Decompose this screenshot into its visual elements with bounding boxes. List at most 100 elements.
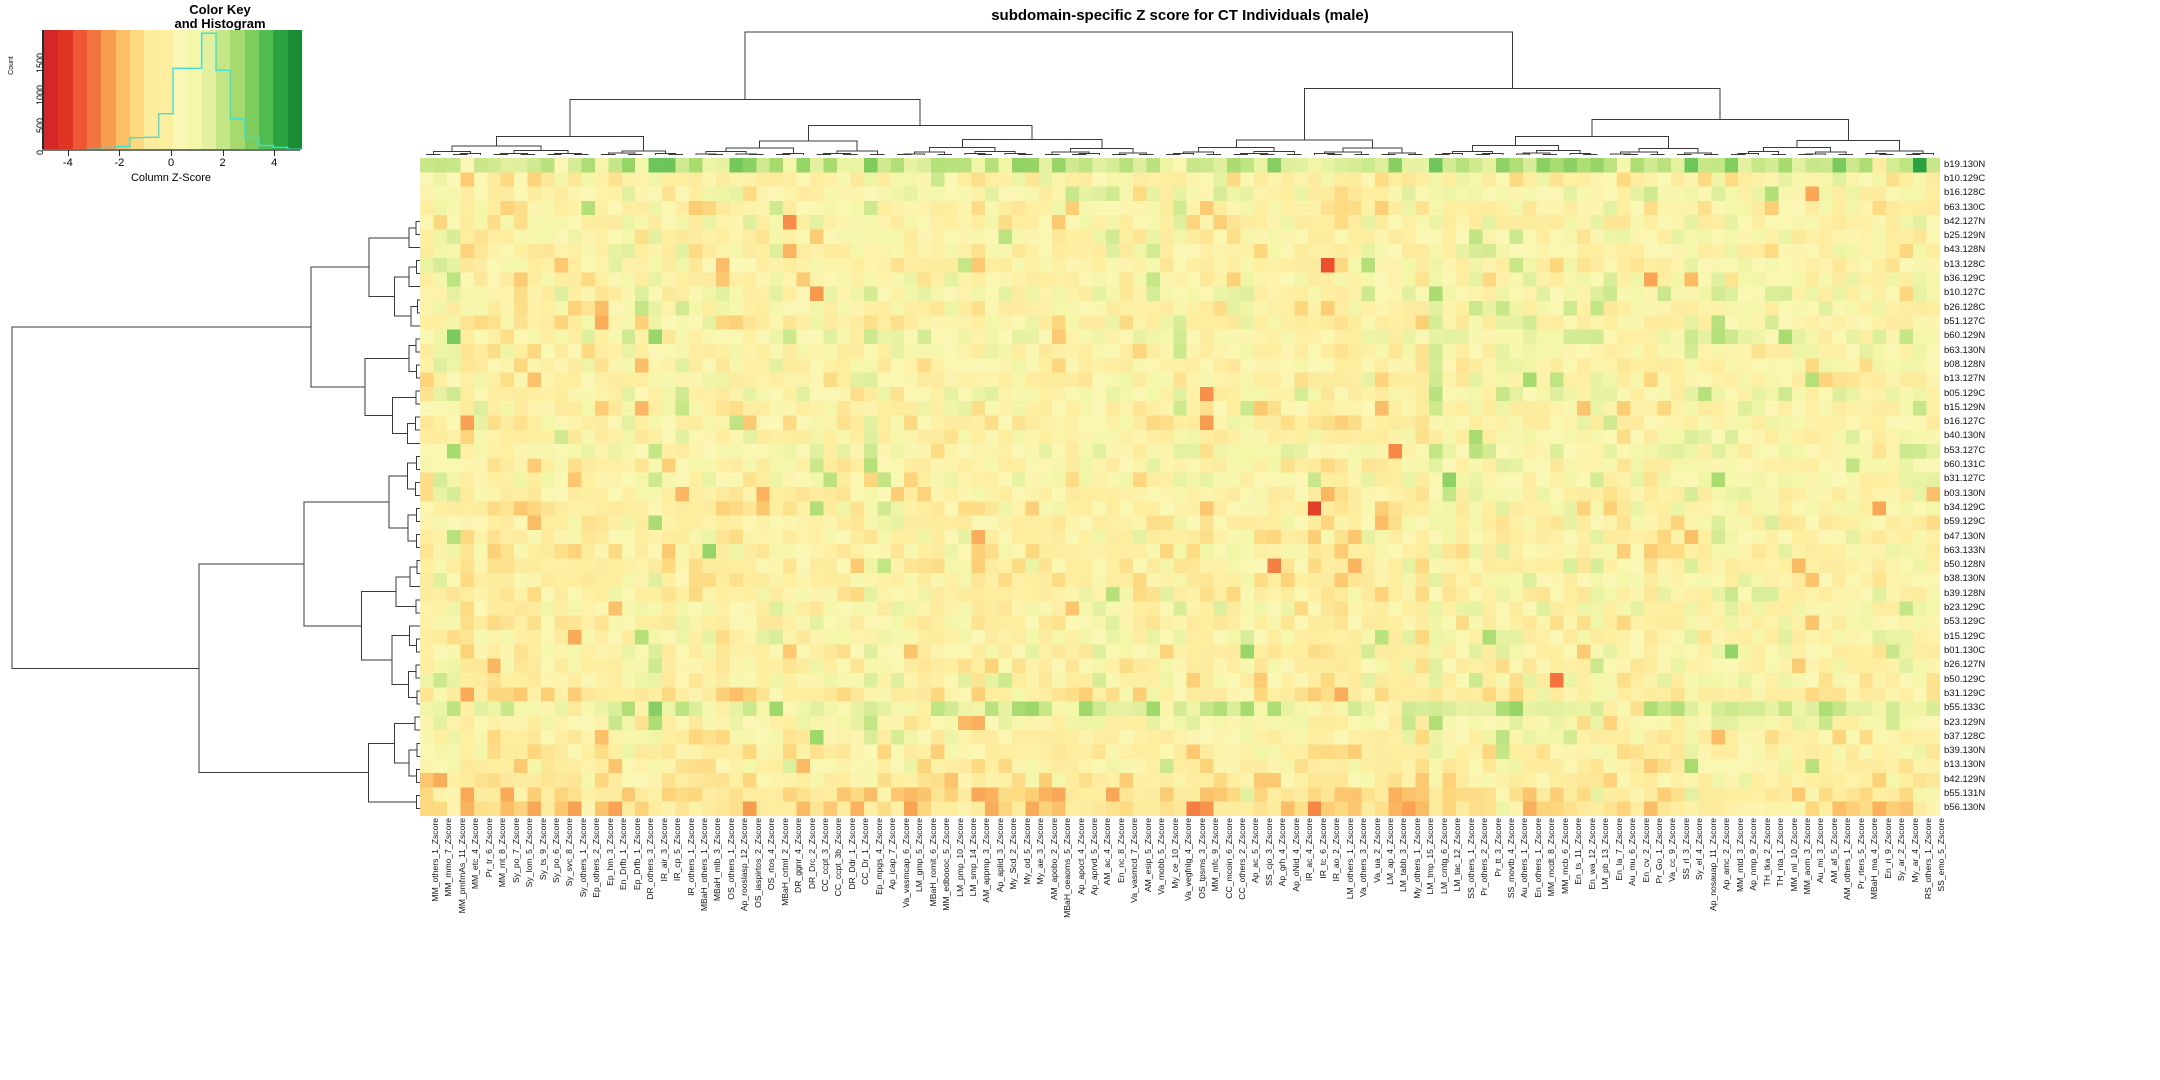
- row-label-axis: b19.130N b10.129C b16.128C b63.130C b42.127N…: [1944, 158, 2154, 816]
- column-label: MM_mfc_9_Zscore: [1210, 818, 1221, 892]
- column-label: En_cv_2_Zscore: [1640, 818, 1651, 883]
- column-label: Au_others_1_Zscore: [1519, 818, 1530, 898]
- column-label: MM_pmfmAs_11_Zscore: [456, 818, 467, 914]
- column-label: IR_cp_5_Zscore: [672, 818, 683, 882]
- row-label: b53.129C: [1944, 616, 1986, 628]
- column-label: LM_tmp_15_Zscore: [1425, 818, 1436, 895]
- column-label: Sy_others_1_Zscore: [577, 818, 588, 898]
- color-key-swatch: [158, 30, 173, 150]
- column-label: DR_Drc_2_Zscore: [806, 818, 817, 890]
- column-label: Ap_nosauap_11_Zscore: [1707, 818, 1718, 912]
- row-label: b05.129C: [1944, 387, 1986, 399]
- column-label: OS_iaspirtos_2_Zscore: [752, 818, 763, 908]
- column-label: MBaH_crtml_2_Zscore: [779, 818, 790, 906]
- column-label: Sy_po_7_Zscore: [510, 818, 521, 883]
- row-label: b63.130C: [1944, 201, 1986, 213]
- row-label: b03.130N: [1944, 487, 1986, 499]
- color-key-x-axis: -4 -2 0 2 4: [42, 150, 300, 184]
- column-label: Ap_aplid_3_Zscore: [994, 818, 1005, 893]
- column-label: Sy_el_4_Zscore: [1694, 818, 1705, 881]
- column-label: DR_others_3_Zscore: [645, 818, 656, 900]
- heatmap-canvas[interactable]: [420, 158, 1940, 816]
- column-label: AM_appmp_3_Zscore: [981, 818, 992, 903]
- column-label: Va_vasmcap_6_Zscore: [900, 818, 911, 908]
- column-label: AM_esip_5_Zscore: [1142, 818, 1153, 893]
- column-label: MM_mcb_6_Zscore: [1559, 818, 1570, 894]
- column-label: MM_mmo_7_Zscore: [443, 818, 454, 897]
- column-label: Ap_amc_2_Zscore: [1721, 818, 1732, 891]
- color-key-swatch: [273, 30, 288, 150]
- column-label: LM_pmp_10_Zscore: [954, 818, 965, 897]
- row-label: b13.127N: [1944, 373, 1986, 385]
- color-key-swatch: [58, 30, 73, 150]
- row-label: b42.127N: [1944, 215, 1986, 227]
- color-key-swatch: [144, 30, 159, 150]
- row-label: b47.130N: [1944, 530, 1986, 542]
- column-label: IR_air_3_Zscore: [658, 818, 669, 882]
- column-label: MBaH_ma_4_Zscore: [1869, 818, 1880, 900]
- column-label: LM_others_1_Zscore: [1344, 818, 1355, 900]
- column-label: SS_movtb_4_Zscore: [1506, 818, 1517, 899]
- row-label: b39.130N: [1944, 745, 1986, 757]
- color-key-swatch: [129, 30, 145, 150]
- column-label: LM_ap_4_Zscore: [1384, 818, 1395, 885]
- color-key-swatch: [287, 30, 302, 150]
- column-label: Pr_tt_3_Zscore: [1492, 818, 1503, 877]
- color-key-swatch: [244, 30, 259, 150]
- color-key-x-tick-mark: [222, 150, 224, 156]
- column-label: SS_cjo_3_Zscore: [1263, 818, 1274, 886]
- column-label: MM_edboooc_5_Zscore: [941, 818, 952, 911]
- column-label: IR_ao_2_Zscore: [1331, 818, 1342, 882]
- column-label: MM_aom_3_Zscore: [1801, 818, 1812, 895]
- color-key-x-tick-mark: [274, 150, 276, 156]
- row-label: b10.129C: [1944, 172, 1986, 184]
- column-label: MM_etc_4_Zscore: [470, 818, 481, 890]
- page-title: subdomain-specific Z score for CT Indivi…: [991, 7, 1369, 24]
- row-label: b55.133C: [1944, 702, 1986, 714]
- column-label: DR_ggnr_4_Zscore: [793, 818, 804, 893]
- row-label: b16.127C: [1944, 416, 1986, 428]
- row-label: b23.129C: [1944, 602, 1986, 614]
- column-label: IR_tc_6_Zscore: [1317, 818, 1328, 879]
- column-label: En_Drfb_1_Zscore: [618, 818, 629, 891]
- column-label: IR_others_1_Zscore: [685, 818, 696, 896]
- heatmap-grid[interactable]: [420, 158, 1940, 816]
- color-key-title-line2: and Histogram: [174, 16, 266, 31]
- column-label: Ap_nmp_9_Zscore: [1748, 818, 1759, 891]
- column-label: My_Scd_2_Zscore: [1008, 818, 1019, 890]
- column-label: IR_ac_4_Zscore: [1304, 818, 1315, 882]
- row-label: b40.130N: [1944, 430, 1986, 442]
- row-label: b10.127C: [1944, 287, 1986, 299]
- column-label: MBaH_others_1_Zscore: [698, 818, 709, 912]
- color-key-x-tick-mark: [67, 150, 69, 156]
- row-label: b36.129C: [1944, 273, 1986, 285]
- column-label: Ep_Drfb_1_Zscore: [631, 818, 642, 891]
- column-label: Ap_icap_7_Zscore: [887, 818, 898, 890]
- column-label: Pr_Go_1_Zscore: [1653, 818, 1664, 884]
- column-label: MBaH_oeaoms_5_Zscore: [1062, 818, 1073, 918]
- column-label: En_ri_9_Zscore: [1882, 818, 1893, 879]
- column-label: Sy_svc_8_Zscore: [564, 818, 575, 887]
- row-label: b42.129N: [1944, 773, 1986, 785]
- row-label: b56.130N: [1944, 802, 1986, 814]
- color-key-panel: Color Key and Histogram 0 500 1000 1500 Cou…: [0, 0, 440, 200]
- column-label: LM_smp_14_Zscore: [967, 818, 978, 897]
- column-label: Ep_mpgs_4_Zscore: [873, 818, 884, 895]
- color-key-swatch: [215, 30, 231, 150]
- row-label: b39.128N: [1944, 587, 1986, 599]
- row-label: b31.129C: [1944, 687, 1986, 699]
- column-label: Ap_oNid_4_Zscore: [1290, 818, 1301, 892]
- column-label: En_ts_11_Zscore: [1573, 818, 1584, 885]
- column-label: CC_ccpt_3b_Zscore: [833, 818, 844, 897]
- row-label: b37.128C: [1944, 730, 1986, 742]
- color-key-swatch: [258, 30, 274, 150]
- column-label: MM_mt_8_Zscore: [497, 818, 508, 888]
- column-label: SS_others_1_Zscore: [1465, 818, 1476, 899]
- column-label: DR_Ddr_1_Zscore: [846, 818, 857, 890]
- color-key-title: Color Key and Histogram: [40, 3, 400, 31]
- row-label: b13.130N: [1944, 759, 1986, 771]
- column-dendrogram: [420, 30, 1940, 155]
- color-key-histogram: [44, 30, 302, 150]
- row-label: b60.129N: [1944, 330, 1986, 342]
- color-key-swatch: [72, 30, 87, 150]
